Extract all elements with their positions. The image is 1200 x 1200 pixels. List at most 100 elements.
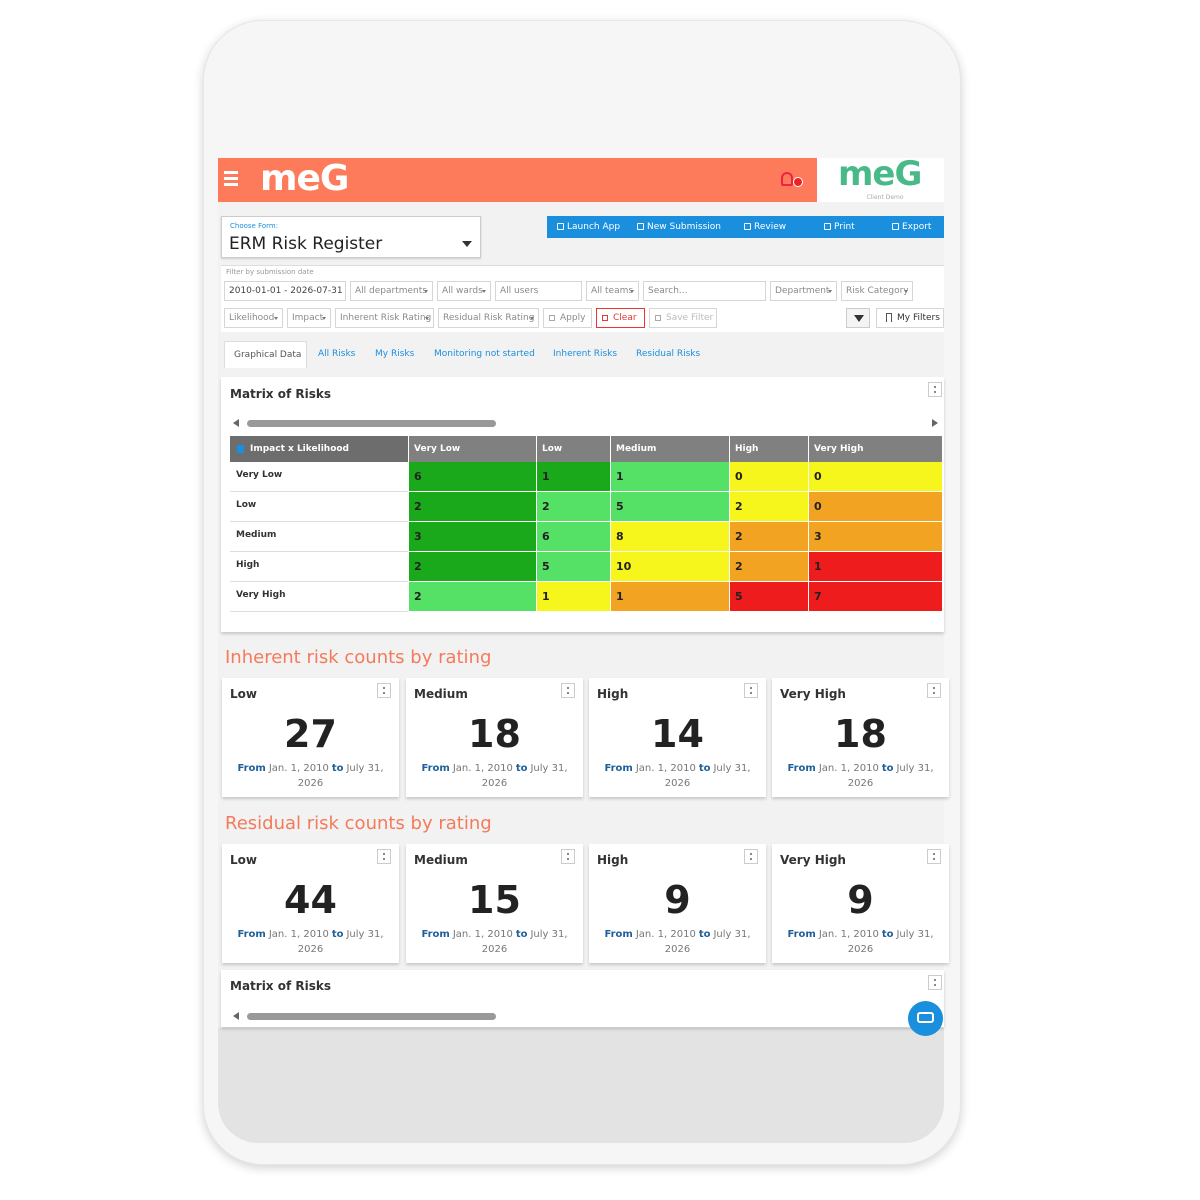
card-menu[interactable] [744,683,758,698]
matrix-title: Matrix of Risks [230,387,331,401]
count-card: High 14 From Jan. 1, 2010 to July 31, 2026 [589,678,766,797]
card-label: Very High [780,687,846,701]
card-menu[interactable] [377,683,391,698]
period-end: July 31, 2026 [297,763,384,789]
filter-icon [854,315,864,322]
card-menu[interactable] [928,382,942,397]
tab[interactable]: All Risks [318,349,356,359]
chat-button[interactable] [908,1001,943,1036]
filter-dropdown[interactable]: All users [495,281,582,301]
section-title: Residual risk counts by rating [225,813,492,834]
card-label: Low [230,687,257,701]
card-count: 14 [651,712,704,756]
matrix-cell: 2 [408,582,536,612]
matrix-cell: 5 [729,582,808,612]
card-count: 44 [284,878,337,922]
tab[interactable]: Residual Risks [636,349,701,359]
tab[interactable]: My Risks [375,349,415,359]
card-menu[interactable] [928,975,942,990]
matrix-cell: 1 [610,582,729,612]
card-menu[interactable] [744,849,758,864]
count-card: Low 44 From Jan. 1, 2010 to July 31, 2026 [222,844,399,963]
filter-button[interactable]: Save Filter [649,308,717,328]
notification-bell[interactable] [781,172,793,186]
header-logo: meG [260,158,349,199]
filter-dropdown[interactable]: Impact [287,308,331,328]
period-to: to [515,763,528,774]
card-menu[interactable] [927,683,941,698]
count-card: Medium 15 From Jan. 1, 2010 to July 31, 2026 [406,844,583,963]
period-start: Jan. 1, 2010 [818,929,879,940]
matrix-title: Matrix of Risks [230,979,331,993]
toolbar-button[interactable]: Export [890,216,931,238]
matrix-row-label: Medium [230,522,408,552]
filter-date-label: Filter by submission date [226,268,314,276]
period-from: From [787,929,816,940]
count-card: High 9 From Jan. 1, 2010 to July 31, 2026 [589,844,766,963]
card-menu[interactable] [927,849,941,864]
period-from: From [604,929,633,940]
button-icon [557,223,564,230]
card-label: High [597,687,629,701]
matrix-cell: 10 [610,552,729,582]
matrix-cell: 1 [536,462,610,492]
filter-dropdown[interactable]: Risk Category [841,281,913,301]
matrix-column-header: Medium [610,436,729,462]
period-from: From [237,929,266,940]
scroll-left[interactable] [233,419,239,427]
filter-dropdown[interactable]: Inherent Risk Rating [335,308,434,328]
filter-toggle[interactable] [846,308,870,328]
date-range-input[interactable]: 2010-01-01 - 2026-07-31 [224,281,346,301]
period-from: From [421,929,450,940]
matrix-cell: 8 [610,522,729,552]
filter-dropdown[interactable]: All departments [350,281,433,301]
period-start: Jan. 1, 2010 [268,929,329,940]
card-menu[interactable] [561,849,575,864]
brand-subtitle: Client Demo [866,194,904,201]
period-to: to [881,763,894,774]
filter-dropdown[interactable]: All teams [586,281,639,301]
chat-icon [917,1012,934,1023]
card-count: 15 [468,878,521,922]
period-end: July 31, 2026 [297,929,384,955]
scroll-left[interactable] [233,1012,239,1020]
period-end: July 31, 2026 [481,763,568,789]
form-caret [462,241,472,247]
form-value: ERM Risk Register [229,234,383,254]
filter-dropdown[interactable]: Residual Risk Rating [438,308,539,328]
matrix-column-header: Very High [808,436,942,462]
card-menu[interactable] [377,849,391,864]
caret [630,290,634,293]
toolbar-button[interactable]: Review [742,216,786,238]
card-period: From Jan. 1, 2010 to July 31, 2026 [786,927,935,957]
scrollbar-thumb[interactable] [247,1013,496,1020]
menu-button[interactable] [224,171,238,187]
card-menu[interactable] [561,683,575,698]
scroll-right[interactable] [932,419,938,427]
filter-button[interactable]: Apply [543,308,592,328]
period-end: July 31, 2026 [847,763,934,789]
tab[interactable]: Monitoring not started [434,349,535,359]
caret [424,290,428,293]
tab[interactable]: Inherent Risks [553,349,618,359]
card-label: Low [230,853,257,867]
caret [482,290,486,293]
my-filters-button[interactable]: My Filters [876,308,944,328]
notification-badge [793,177,803,187]
matrix-cell: 6 [408,462,536,492]
toolbar-button[interactable]: Launch App [555,216,620,238]
filter-dropdown[interactable]: Department [770,281,837,301]
toolbar-button[interactable]: New Submission [635,216,721,238]
card-label: High [597,853,629,867]
search-input[interactable]: Search... [643,281,766,301]
toolbar-button[interactable]: Print [822,216,855,238]
scrollbar-thumb[interactable] [247,420,496,427]
filter-dropdown[interactable]: Likelihood [224,308,283,328]
form-select[interactable]: Choose Form: ERM Risk Register [221,216,481,258]
card-count: 18 [468,712,521,756]
period-end: July 31, 2026 [481,929,568,955]
filter-button[interactable]: Clear [596,308,645,328]
filter-dropdown[interactable]: All wards [437,281,491,301]
tab[interactable]: Graphical Data [224,341,307,368]
matrix-cell: 0 [808,462,942,492]
